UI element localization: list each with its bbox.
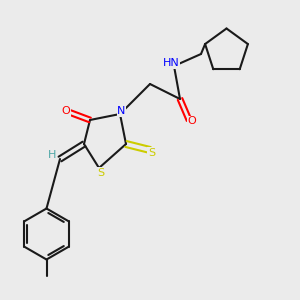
Text: N: N — [117, 106, 126, 116]
Text: S: S — [148, 148, 155, 158]
Text: H: H — [48, 149, 57, 160]
Text: O: O — [188, 116, 196, 127]
Text: HN: HN — [163, 58, 179, 68]
Text: S: S — [97, 167, 104, 178]
Text: O: O — [61, 106, 70, 116]
